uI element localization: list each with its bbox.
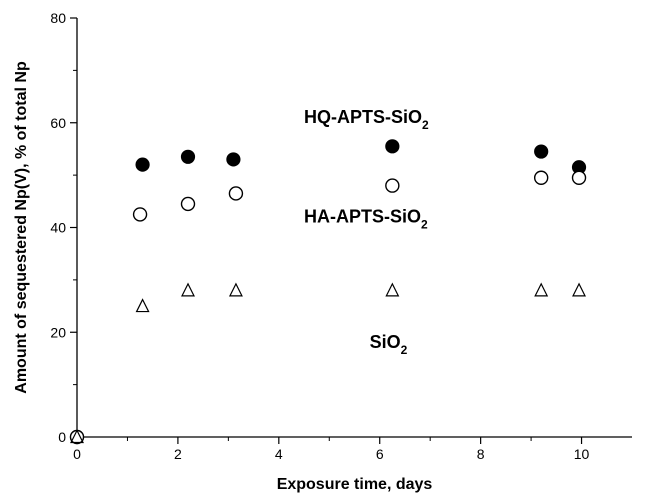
data-point-open-circle	[533, 170, 549, 185]
x-tick-label: 0	[73, 446, 81, 462]
data-point-open-triangle	[534, 282, 549, 297]
data-point-open-triangle	[135, 298, 150, 313]
data-point-open-circle	[385, 178, 400, 193]
annotation-subscript: 2	[421, 217, 428, 231]
data-point-filled-circle	[534, 144, 549, 159]
series-annotation: HQ-APTS-SiO2	[304, 107, 429, 132]
data-point-open-triangle	[228, 282, 243, 297]
data-point-filled-circle	[135, 157, 150, 172]
data-point-open-triangle	[572, 282, 586, 297]
axes	[76, 18, 632, 438]
x-tick-label: 8	[477, 446, 485, 462]
data-points	[69, 139, 587, 445]
data-point-filled-circle	[226, 152, 241, 167]
data-point-open-triangle	[181, 282, 195, 297]
y-tick-label: 0	[58, 429, 66, 445]
data-point-open-circle	[571, 170, 587, 185]
x-axis-title: Exposure time, days	[277, 476, 433, 493]
series-annotation: SiO2	[370, 332, 408, 357]
data-point-open-circle	[132, 207, 148, 222]
y-tick-label: 20	[50, 324, 66, 340]
annotation-subscript: 2	[422, 118, 429, 132]
y-axis-title: Amount of sequestered Np(V), % of total …	[13, 61, 30, 394]
data-point-filled-circle	[385, 139, 400, 154]
y-tick-label: 60	[50, 115, 66, 131]
x-tick-label: 10	[574, 446, 590, 462]
annotation-main-text: HA-APTS-SiO	[304, 206, 421, 226]
x-tick-label: 4	[275, 446, 283, 462]
annotation-main-text: HQ-APTS-SiO	[304, 107, 422, 127]
annotation-subscript: 2	[401, 343, 408, 357]
y-tick-label: 40	[50, 220, 66, 236]
annotation-main-text: SiO	[370, 332, 401, 352]
x-tick-label: 2	[174, 446, 182, 462]
data-point-filled-circle	[180, 149, 196, 164]
data-point-open-circle	[180, 196, 196, 212]
series-annotation: HA-APTS-SiO2	[304, 206, 428, 231]
data-point-open-triangle	[70, 429, 84, 444]
data-point-open-circle	[228, 186, 244, 201]
data-point-open-circle	[69, 429, 85, 445]
data-point-open-triangle	[385, 282, 400, 297]
y-tick-label: 80	[50, 10, 66, 26]
x-tick-label: 6	[376, 446, 384, 462]
ticks: 0 2 4 6 8 10 0 20 40 60 80	[50, 10, 589, 462]
